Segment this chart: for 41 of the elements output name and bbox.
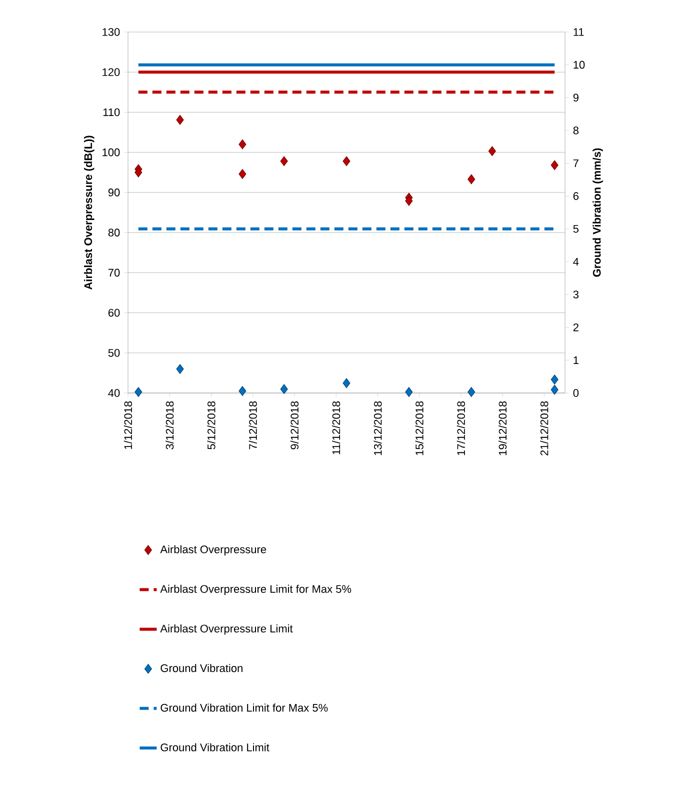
legend-label: Ground Vibration Limit for Max 5%	[160, 704, 328, 712]
y2-tick-label: 6	[573, 192, 579, 200]
y-tick-label: 130	[102, 28, 120, 36]
y-axis-title: Airblast Overpressure (dB(L))	[84, 136, 94, 290]
y2-tick-label: 2	[573, 324, 578, 332]
y2-tick-label: 0	[573, 389, 579, 397]
x-tick-label: 17/12/2018	[456, 401, 465, 456]
x-tick-label: 3/12/2018	[166, 401, 174, 450]
y-tick-label: 50	[108, 348, 120, 357]
x-tick-label: 5/12/2018	[207, 401, 216, 450]
y2-tick-label: 8	[573, 126, 579, 134]
y2-tick-label: 10	[574, 60, 585, 69]
x-tick-label: 11/12/2018	[332, 401, 340, 454]
y2-tick-label: 5	[573, 225, 579, 233]
legend-label: Ground Vibration	[160, 664, 242, 672]
y-tick-label: 100	[102, 148, 120, 156]
y-tick-label: 60	[108, 308, 120, 317]
y2-tick-label: 4	[573, 258, 579, 266]
x-tick-label: 21/12/2018	[540, 401, 548, 456]
x-tick-label: 19/12/2018	[498, 401, 507, 456]
legend-label: Airblast Overpressure Limit for Max 5%	[160, 584, 352, 596]
y-tick-label: 40	[108, 389, 120, 397]
y2-axis-title: Ground Vibration (mm/s)	[592, 148, 603, 277]
y-tick-label: 80	[108, 228, 120, 236]
x-tick-label: 15/12/2018	[415, 401, 424, 456]
legend-label: Airblast Overpressure	[160, 545, 266, 556]
y-tick-label: 120	[102, 68, 120, 76]
x-tick-label: 7/12/2018	[248, 401, 257, 450]
y2-tick-label: 9	[573, 94, 578, 102]
y2-tick-label: 7	[573, 159, 578, 168]
y-tick-label: 90	[108, 188, 120, 196]
y-tick-label: 110	[103, 108, 120, 116]
x-tick-label: 13/12/2018	[374, 401, 382, 456]
legend-label: Airblast Overpressure Limit	[160, 624, 293, 635]
y2-tick-label: 1	[574, 356, 578, 364]
y-tick-label: 70	[108, 268, 120, 277]
y2-tick-label: 3	[573, 290, 579, 298]
legend-label: Ground Vibration Limit	[160, 743, 270, 752]
x-tick-label: 9/12/2018	[290, 401, 299, 450]
y2-tick-label: 11	[574, 28, 584, 36]
x-tick-label: 1/12/2018	[124, 401, 132, 449]
